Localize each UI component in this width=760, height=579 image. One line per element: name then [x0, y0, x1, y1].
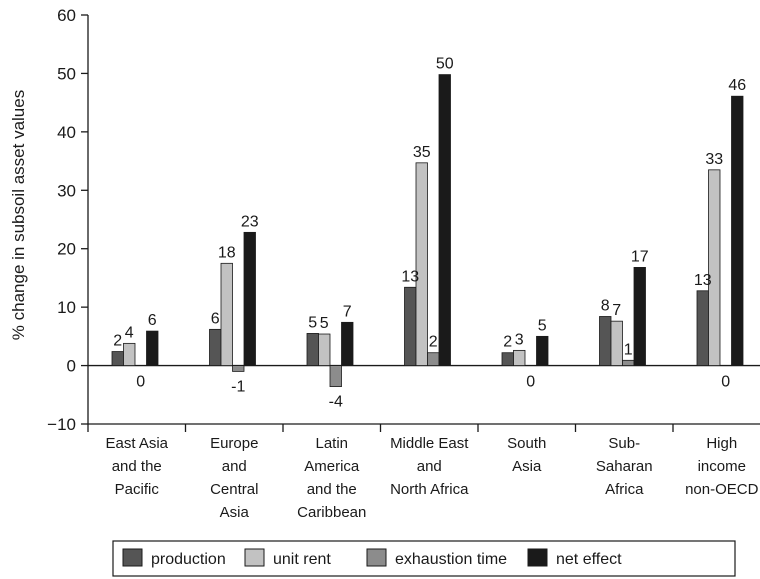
data-label: 6 [211, 310, 220, 327]
category-label: High income non-OECD [685, 435, 759, 498]
data-label: 33 [705, 151, 723, 168]
legend-label: unit rent [273, 551, 331, 568]
bar-exhaustion-time [329, 365, 342, 388]
data-label: 8 [601, 297, 610, 314]
bar-unit-rent [708, 169, 721, 366]
chart-bars [111, 74, 744, 388]
legend-label: exhaustion time [395, 551, 507, 568]
bar-production [404, 286, 417, 366]
y-axis-title: % change in subsoil asset values [9, 90, 28, 340]
legend-swatch [527, 548, 548, 567]
y-tick-label: 0 [67, 357, 76, 376]
category-label: Latin America and the Caribbean [297, 435, 366, 521]
bar-production [209, 328, 222, 366]
data-label: 7 [343, 303, 352, 320]
data-label: 0 [721, 374, 730, 391]
bar-production [599, 316, 612, 366]
bar-exhaustion-time [232, 365, 245, 372]
legend-swatch [366, 548, 387, 567]
y-tick-label: 20 [57, 240, 76, 259]
category-label: Europe and Central Asia [210, 435, 258, 521]
data-label: 46 [728, 77, 746, 94]
bar-unit-rent [415, 162, 428, 366]
data-label: 5 [308, 314, 317, 331]
data-label: 23 [241, 213, 259, 230]
legend-swatch [122, 548, 143, 567]
bar-unit-rent [220, 262, 233, 366]
data-label: 1 [624, 341, 633, 358]
bar-net-effect [633, 267, 646, 366]
chart-legend: production unit rent exhaustion time net ef… [112, 540, 736, 577]
category-label: Sub-Saharan Africa [596, 435, 653, 498]
data-label: 2 [503, 334, 512, 351]
data-label: 4 [125, 324, 134, 341]
legend-box [112, 540, 736, 577]
bar-unit-rent [318, 333, 331, 366]
chart-category-labels: East Asia and the Pacific Europe and Central A… [105, 435, 758, 521]
category-label: Middle East and North Africa [390, 435, 469, 498]
data-label: -4 [329, 394, 343, 411]
y-tick-label: 50 [57, 64, 76, 83]
bar-production [306, 333, 319, 366]
legend-label: net effect [556, 551, 622, 568]
chart-data-labels: 2 6 5 13 2 8 13 4 18 5 35 3 7 33 0 -1 -4 2 0 1 0 6 23 7 50 5 17 46 [113, 56, 746, 411]
data-label: 13 [401, 268, 419, 285]
data-label: 5 [538, 317, 547, 334]
bar-unit-rent [513, 349, 526, 366]
data-label: 6 [148, 312, 157, 329]
legend-swatch [244, 548, 265, 567]
y-tick-label: 40 [57, 123, 76, 142]
category-label: East Asia and the Pacific [105, 435, 168, 498]
data-label: -1 [231, 378, 245, 395]
data-label: 7 [612, 302, 621, 319]
y-tick-label: 60 [57, 6, 76, 25]
bar-unit-rent [123, 342, 136, 366]
data-label: 5 [320, 315, 329, 332]
y-tick-label: −10 [47, 415, 76, 434]
y-tick-label: 30 [57, 181, 76, 200]
category-label: South Asia [507, 435, 546, 475]
bar-exhaustion-time [427, 352, 440, 366]
bar-net-effect [438, 74, 451, 366]
bar-production [111, 351, 124, 366]
data-label: 13 [694, 272, 712, 289]
bar-net-effect [146, 330, 159, 366]
data-label: 3 [515, 331, 524, 348]
bar-net-effect [536, 335, 549, 366]
bar-net-effect [731, 95, 744, 366]
bar-net-effect [243, 231, 256, 366]
bar-production [696, 290, 709, 366]
y-tick-label: 10 [57, 298, 76, 317]
bar-production [501, 352, 514, 366]
data-label: 2 [113, 333, 122, 350]
data-label: 2 [429, 334, 438, 351]
data-label: 18 [218, 244, 236, 261]
legend-label: production [151, 551, 226, 568]
data-label: 0 [136, 374, 145, 391]
data-label: 0 [526, 374, 535, 391]
data-label: 17 [631, 248, 649, 265]
bar-exhaustion-time [622, 359, 635, 366]
bar-net-effect [341, 321, 354, 366]
bar-unit-rent [610, 320, 623, 366]
data-label: 35 [413, 144, 431, 161]
data-label: 50 [436, 56, 454, 73]
